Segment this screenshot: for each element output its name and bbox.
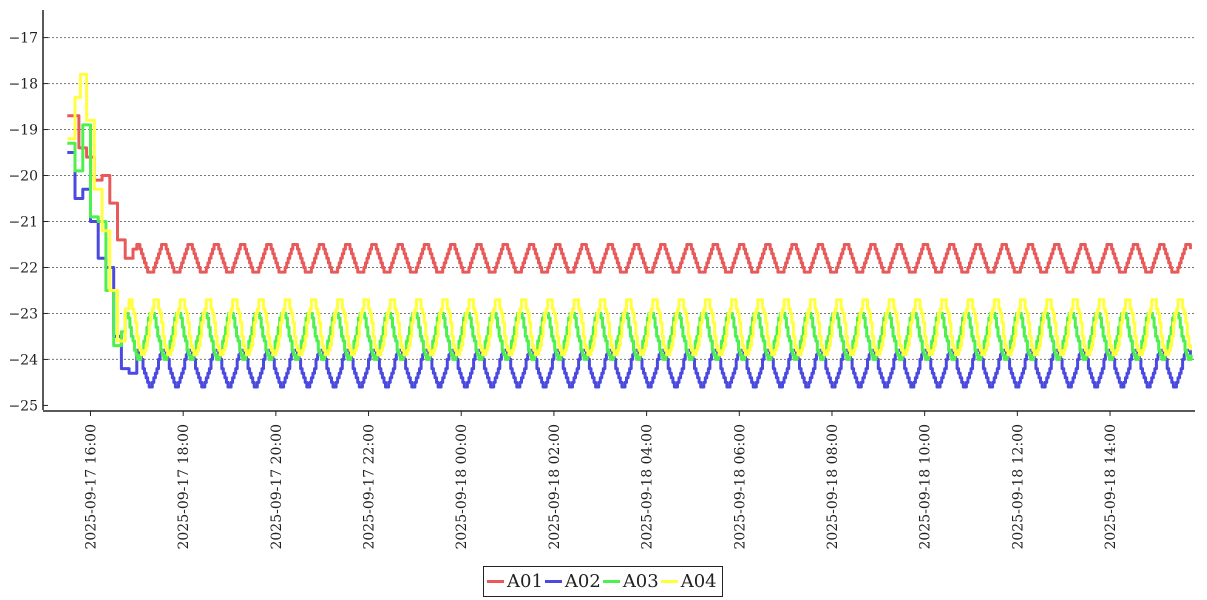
legend: A01 A02 A03 A04 [483,566,723,597]
legend-item-a03: A03 [602,571,659,592]
y-tick-label: −17 [8,31,38,47]
x-tick-label: 2025-09-18 12:00 [1010,424,1026,550]
series-line-a03 [67,123,1193,361]
y-tick-label: −25 [8,398,38,414]
y-tick-label: −19 [8,123,38,139]
y-axis-ticks: −25 −24 −23 −22 −21 −20 −19 −18 −17 [8,31,48,414]
series-lines [67,72,1193,389]
series-line-a02 [67,151,1192,389]
legend-item-a04: A04 [660,571,717,592]
x-tick-label: 2025-09-18 02:00 [547,424,563,550]
x-tick-label: 2025-09-17 18:00 [176,424,192,550]
legend-swatch [487,580,504,583]
y-tick-label: −18 [8,77,38,93]
legend-item-a01: A01 [487,571,543,592]
x-tick-label: 2025-09-17 16:00 [83,424,99,550]
x-tick-label: 2025-09-18 14:00 [1103,424,1119,550]
y-tick-label: −21 [8,214,38,230]
legend-item-a02: A02 [544,571,601,592]
legend-label: A04 [680,571,717,592]
legend-swatch [660,580,678,583]
x-tick-label: 2025-09-18 10:00 [918,424,934,550]
x-tick-label: 2025-09-17 20:00 [269,424,285,550]
y-tick-label: −20 [8,169,38,185]
x-tick-label: 2025-09-18 08:00 [825,424,841,550]
grid-lines [48,37,1195,360]
x-axis-ticks: 2025-09-17 16:00 2025-09-17 18:00 2025-09-… [83,411,1119,550]
series-line-a01 [67,114,1192,274]
legend-swatch [602,580,620,583]
series-line-a04 [67,72,1192,357]
x-tick-label: 2025-09-17 22:00 [362,424,378,550]
legend-swatch [544,580,562,583]
legend-label: A01 [507,571,543,592]
y-tick-label: −24 [8,352,38,368]
axes [42,10,1195,412]
y-tick-label: −22 [8,260,38,276]
legend-label: A02 [564,571,601,592]
x-tick-label: 2025-09-18 00:00 [454,424,470,550]
x-tick-label: 2025-09-18 06:00 [732,424,748,550]
x-tick-label: 2025-09-18 04:00 [640,424,656,550]
legend-label: A03 [622,571,659,592]
y-tick-label: −23 [8,306,38,322]
